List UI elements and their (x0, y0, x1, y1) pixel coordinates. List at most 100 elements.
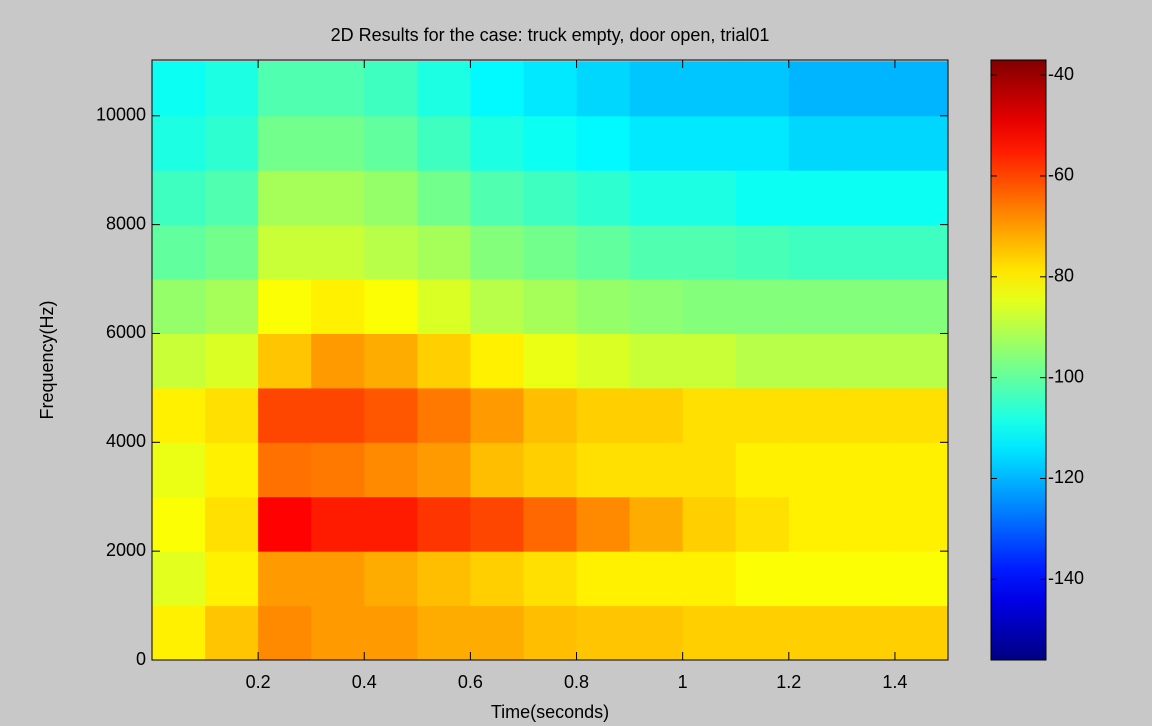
heatmap-cell (629, 551, 684, 607)
heatmap-cell (311, 605, 365, 661)
heatmap-cell (417, 442, 471, 498)
heatmap-cell (152, 387, 206, 443)
heatmap-cell (417, 279, 471, 334)
y-tick-label: 10000 (96, 105, 146, 125)
heatmap-cell (735, 333, 790, 389)
heatmap-cell (682, 170, 737, 226)
heatmap-cell (629, 170, 684, 226)
heatmap-cell (205, 170, 259, 226)
heatmap-cell (523, 387, 578, 443)
colorbar-tick-label: -60 (1048, 165, 1074, 185)
heatmap-cell (417, 387, 471, 443)
heatmap-cell (523, 442, 578, 498)
heatmap-cell (682, 224, 737, 280)
heatmap-cell (629, 496, 684, 552)
heatmap-cell (735, 496, 790, 552)
heatmap-cell (470, 170, 524, 226)
heatmap-cell (894, 605, 949, 661)
colorbar-tick-label: -140 (1048, 568, 1084, 588)
heatmap-cell (258, 551, 312, 607)
heatmap-cell (311, 170, 365, 226)
heatmap-cell (788, 61, 843, 117)
heatmap-cell (417, 333, 471, 389)
heatmap-cell (788, 279, 843, 334)
x-tick-label: 1.4 (882, 672, 907, 692)
heatmap-cell (841, 170, 896, 226)
heatmap-cell (470, 551, 524, 607)
heatmap-cell (682, 333, 737, 389)
heatmap-cell (364, 387, 418, 443)
heatmap-cell (152, 61, 206, 117)
heatmap-cell (629, 224, 684, 280)
heatmap-cell (364, 442, 418, 498)
heatmap-cell (894, 551, 949, 607)
heatmap-cell (417, 605, 471, 661)
heatmap-cell (205, 224, 259, 280)
heatmap-cell (523, 61, 578, 117)
heatmap-cell (629, 333, 684, 389)
heatmap-cell (470, 442, 524, 498)
heatmap-cell (894, 496, 949, 552)
heatmap-cell (788, 387, 843, 443)
heatmap-cell (205, 605, 259, 661)
heatmap-cell (258, 442, 312, 498)
heatmap-cell (470, 496, 524, 552)
heatmap-cell (735, 551, 790, 607)
heatmap-cell (894, 170, 949, 226)
heatmap-cell (682, 496, 737, 552)
heatmap-cell (364, 496, 418, 552)
heatmap-cell (735, 442, 790, 498)
heatmap-cell (523, 115, 578, 171)
heatmap-cell (258, 496, 312, 552)
heatmap-cell (629, 387, 684, 443)
heatmap-cell (788, 333, 843, 389)
heatmap-cell (152, 170, 206, 226)
heatmap-cell (258, 224, 312, 280)
y-tick-label: 2000 (106, 540, 146, 560)
heatmap-cell (470, 115, 524, 171)
colorbar-tick-label: -80 (1048, 266, 1074, 286)
heatmap-cell (576, 442, 631, 498)
x-tick-label: 0.6 (458, 672, 483, 692)
heatmap-cell (311, 387, 365, 443)
x-tick-label: 1.2 (776, 672, 801, 692)
heatmap-cell (788, 496, 843, 552)
heatmap-cell (311, 224, 365, 280)
heatmap-cell (788, 442, 843, 498)
heatmap-cell (576, 605, 631, 661)
heatmap-cell (523, 224, 578, 280)
heatmap-cell (258, 279, 312, 334)
x-tick-label: 1 (678, 672, 688, 692)
heatmap-cell (841, 496, 896, 552)
heatmap-cell (364, 115, 418, 171)
heatmap-cell (258, 61, 312, 117)
heatmap-cell (735, 279, 790, 334)
heatmap-cell (735, 170, 790, 226)
heatmap-cell (364, 279, 418, 334)
heatmap-cell (682, 605, 737, 661)
plot-frame (151, 59, 949, 661)
heatmap-cell (894, 279, 949, 334)
heatmap-cell (205, 551, 259, 607)
heatmap-cell (417, 61, 471, 117)
heatmap-cell (841, 333, 896, 389)
chart-title: 2D Results for the case: truck empty, do… (331, 25, 770, 45)
heatmap-cell (470, 224, 524, 280)
heatmap-cell (417, 496, 471, 552)
heatmap-cell (735, 224, 790, 280)
heatmap-cell (152, 224, 206, 280)
heatmap-cell (205, 115, 259, 171)
heatmap-cell (205, 442, 259, 498)
heatmap-cell (629, 279, 684, 334)
heatmap-cell (576, 170, 631, 226)
heatmap-cell (311, 279, 365, 334)
heatmap-cell (311, 496, 365, 552)
colorbar-tick-label: -100 (1048, 366, 1084, 386)
heatmap-cell (523, 605, 578, 661)
heatmap-cell (258, 115, 312, 171)
heatmap-cell (576, 333, 631, 389)
heatmap-cell (258, 605, 312, 661)
heatmap-cell (629, 442, 684, 498)
